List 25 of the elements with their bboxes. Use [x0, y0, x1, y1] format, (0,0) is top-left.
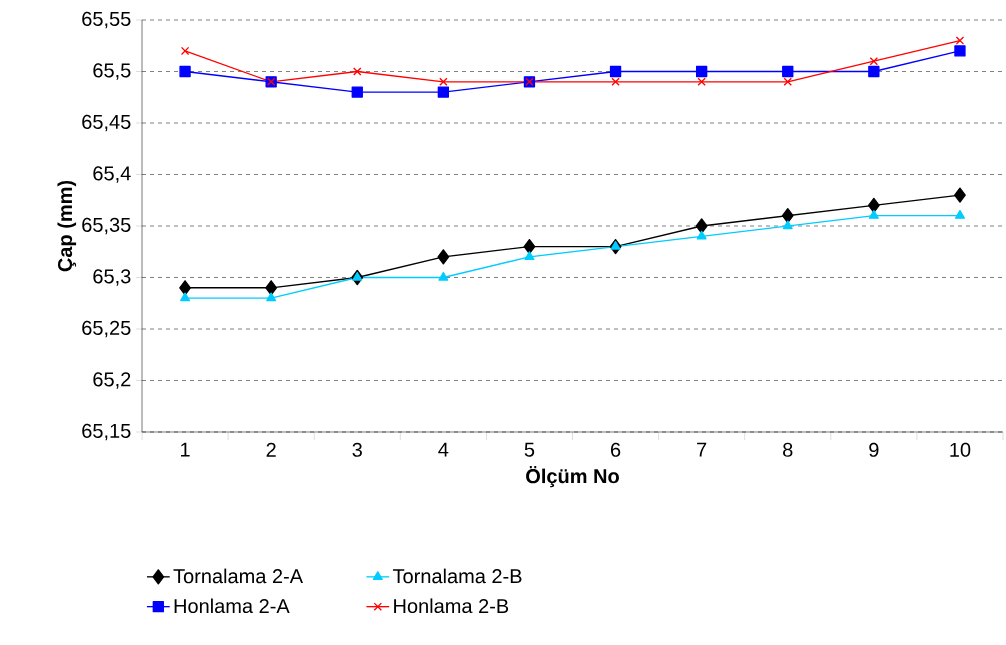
x-tick-label: 9 [869, 442, 879, 457]
x-tick-label: 5 [524, 442, 535, 457]
x-tick-label: 1 [181, 442, 190, 457]
x-tick-label: 2 [266, 442, 276, 457]
x-tick-label: 10 [950, 442, 971, 457]
y-tick-label: 65,2 [93, 372, 131, 389]
legend-label: Tornalama 2-A [173, 568, 304, 584]
x-tick-label: 7 [697, 442, 707, 457]
y-axis-title: Çap (mm) [57, 180, 77, 272]
y-tick-label: 65,45 [82, 114, 131, 132]
x-tick-label: 6 [611, 442, 621, 457]
y-tick-label: 65,15 [82, 423, 131, 441]
x-tick-label: 4 [438, 442, 449, 457]
legend-label: Tornalama 2-B [392, 568, 522, 584]
y-tick-label: 65,3 [93, 269, 131, 286]
x-tick-label: 3 [352, 442, 362, 457]
y-tick-label: 65,35 [82, 217, 131, 235]
x-tick-label: 8 [783, 442, 793, 457]
y-tick-label: 65,25 [82, 320, 131, 338]
legend-label: Honlama 2-A [174, 598, 290, 614]
x-axis-title: Ölçüm No [526, 466, 619, 488]
y-tick-label: 65,4 [93, 166, 131, 183]
y-tick-label: 65,5 [93, 63, 131, 80]
y-tick-label: 65,55 [82, 11, 131, 29]
legend-label: Honlama 2-B [394, 598, 509, 614]
